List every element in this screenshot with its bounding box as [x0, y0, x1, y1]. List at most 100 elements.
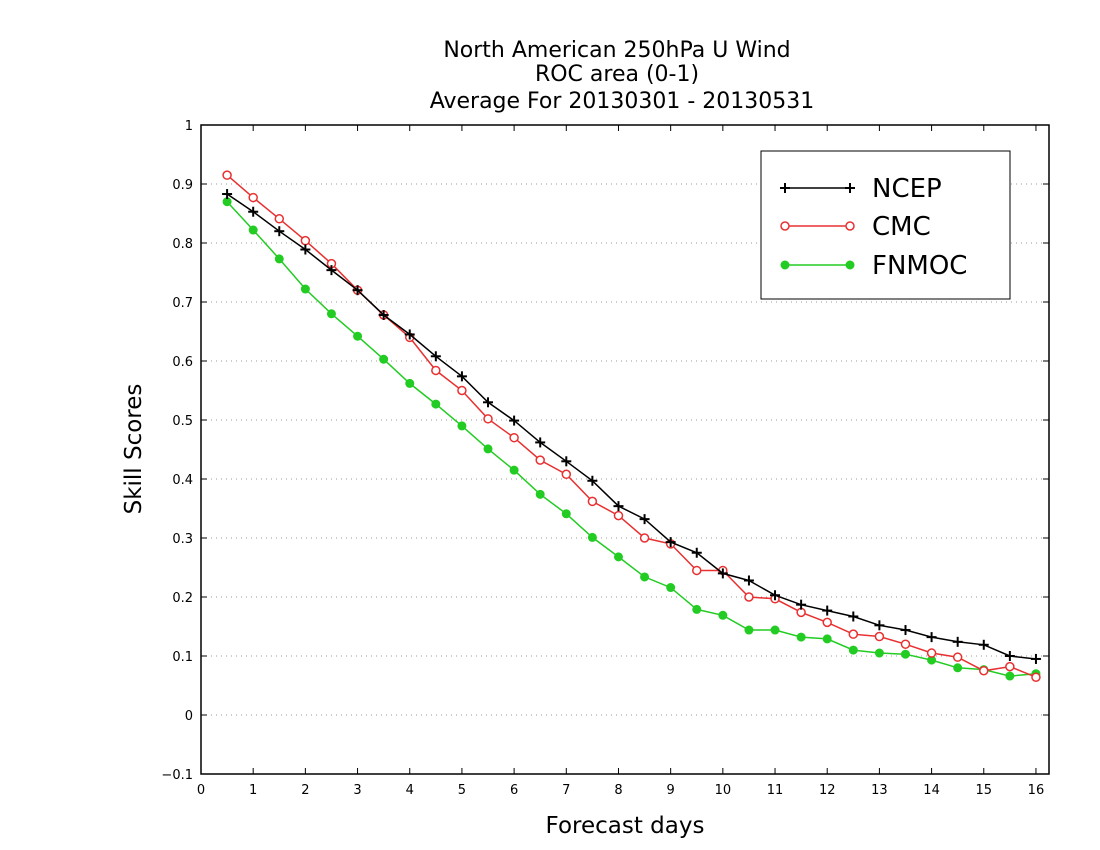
data-point-ncep — [456, 371, 467, 382]
data-point-ncep — [770, 590, 781, 601]
data-point-fnmoc — [535, 489, 545, 499]
data-point-fnmoc — [796, 632, 806, 642]
data-point-cmc — [587, 496, 598, 507]
data-point-ncep — [587, 475, 598, 486]
data-point-cmc — [300, 235, 311, 246]
plot-frame — [200, 124, 1050, 775]
data-point-cmc — [848, 629, 859, 639]
data-point-fnmoc — [431, 399, 441, 409]
data-point-fnmoc — [744, 625, 754, 635]
axis-ticks: −0.100.10.20.30.40.50.60.70.80.910 1 2 3 4 5 6… — [161, 119, 1049, 798]
data-point-ncep — [561, 456, 572, 467]
x-tick-label: 14 — [923, 783, 940, 798]
legend-label: FNMOC — [872, 251, 967, 281]
y-tick-label: 0.1 — [172, 650, 193, 665]
data-point-fnmoc — [248, 225, 258, 235]
data-point-fnmoc — [587, 532, 597, 542]
data-point-cmc — [431, 365, 441, 376]
data-point-cmc — [1031, 672, 1041, 682]
y-tick-label: 0 — [185, 709, 193, 724]
data-point-cmc — [248, 192, 258, 203]
data-point-cmc — [457, 385, 467, 396]
data-point-ncep — [665, 537, 676, 548]
data-point-ncep — [326, 265, 337, 276]
legend-item-ncep: NCEP — [780, 174, 942, 204]
data-point-ncep — [483, 397, 494, 408]
data-point-fnmoc — [845, 260, 855, 270]
data-point-fnmoc — [1005, 671, 1015, 681]
data-point-ncep — [352, 285, 363, 296]
chart-title-line-2: ROC area (0-1) — [535, 62, 699, 87]
data-point-ncep — [717, 568, 728, 579]
data-point-fnmoc — [692, 604, 702, 614]
legend-label: CMC — [872, 212, 931, 242]
data-point-cmc — [900, 639, 911, 649]
data-point-ncep — [1030, 653, 1041, 664]
data-point-fnmoc — [483, 444, 493, 454]
y-tick-label: 0.8 — [172, 237, 193, 252]
legend: NCEP CMC FNMOC — [760, 150, 1011, 300]
data-point-fnmoc — [953, 663, 963, 673]
data-point-ncep — [822, 605, 833, 616]
x-tick-label: 8 — [614, 783, 622, 798]
chart-title-line-1: North American 250hPa U Wind — [443, 38, 790, 63]
x-tick-label: 11 — [767, 783, 784, 798]
data-point-fnmoc — [405, 378, 415, 388]
legend-item-cmc: CMC — [780, 212, 931, 242]
data-point-fnmoc — [770, 625, 780, 635]
series-fnmoc — [222, 197, 1041, 681]
data-point-cmc — [979, 666, 989, 676]
x-tick-label: 10 — [715, 783, 732, 798]
data-point-ncep — [874, 620, 885, 631]
data-point-ncep — [978, 639, 989, 650]
x-tick-label: 6 — [510, 783, 518, 798]
data-point-ncep — [926, 632, 937, 643]
x-tick-label: 12 — [819, 783, 836, 798]
data-point-ncep — [691, 547, 702, 558]
x-tick-label: 16 — [1028, 783, 1045, 798]
data-point-ncep — [378, 309, 389, 320]
data-point-fnmoc — [874, 648, 884, 658]
data-point-cmc — [509, 432, 519, 443]
data-point-fnmoc — [666, 583, 676, 593]
data-point-fnmoc — [822, 634, 832, 644]
data-point-ncep — [274, 226, 285, 237]
data-point-cmc — [926, 648, 937, 658]
data-point-ncep — [796, 599, 807, 610]
y-tick-label: 1 — [185, 119, 193, 134]
x-tick-label: 7 — [562, 783, 570, 798]
data-point-ncep — [952, 636, 963, 647]
data-point-ncep — [509, 415, 520, 426]
data-point-fnmoc — [718, 610, 728, 620]
data-point-ncep — [900, 625, 911, 636]
x-tick-label: 9 — [667, 783, 675, 798]
data-point-ncep — [613, 501, 624, 512]
data-point-cmc — [639, 533, 650, 543]
data-point-fnmoc — [613, 552, 623, 562]
data-point-cmc — [780, 221, 790, 231]
data-point-fnmoc — [353, 331, 363, 341]
data-point-fnmoc — [509, 465, 519, 475]
data-point-cmc — [561, 469, 572, 480]
y-tick-label: 0.5 — [172, 414, 193, 429]
data-point-cmc — [274, 214, 285, 224]
data-point-ncep — [248, 206, 259, 217]
data-point-fnmoc — [379, 354, 389, 364]
data-point-ncep — [845, 183, 855, 193]
data-point-cmc — [744, 592, 754, 602]
data-point-cmc — [222, 170, 232, 180]
legend-item-fnmoc: FNMOC — [780, 251, 967, 281]
x-tick-label: 1 — [249, 783, 257, 798]
data-point-ncep — [780, 183, 790, 193]
data-point-cmc — [952, 652, 963, 662]
y-axis-label: Skill Scores — [121, 384, 147, 515]
data-point-fnmoc — [780, 260, 790, 270]
data-point-ncep — [743, 575, 754, 586]
data-point-cmc — [483, 414, 493, 424]
data-point-ncep — [1004, 651, 1015, 661]
data-point-fnmoc — [848, 645, 858, 655]
chart-title-line-3: Average For 20130301 - 20130531 — [430, 89, 815, 114]
data-point-cmc — [535, 455, 545, 465]
data-point-fnmoc — [561, 509, 571, 519]
